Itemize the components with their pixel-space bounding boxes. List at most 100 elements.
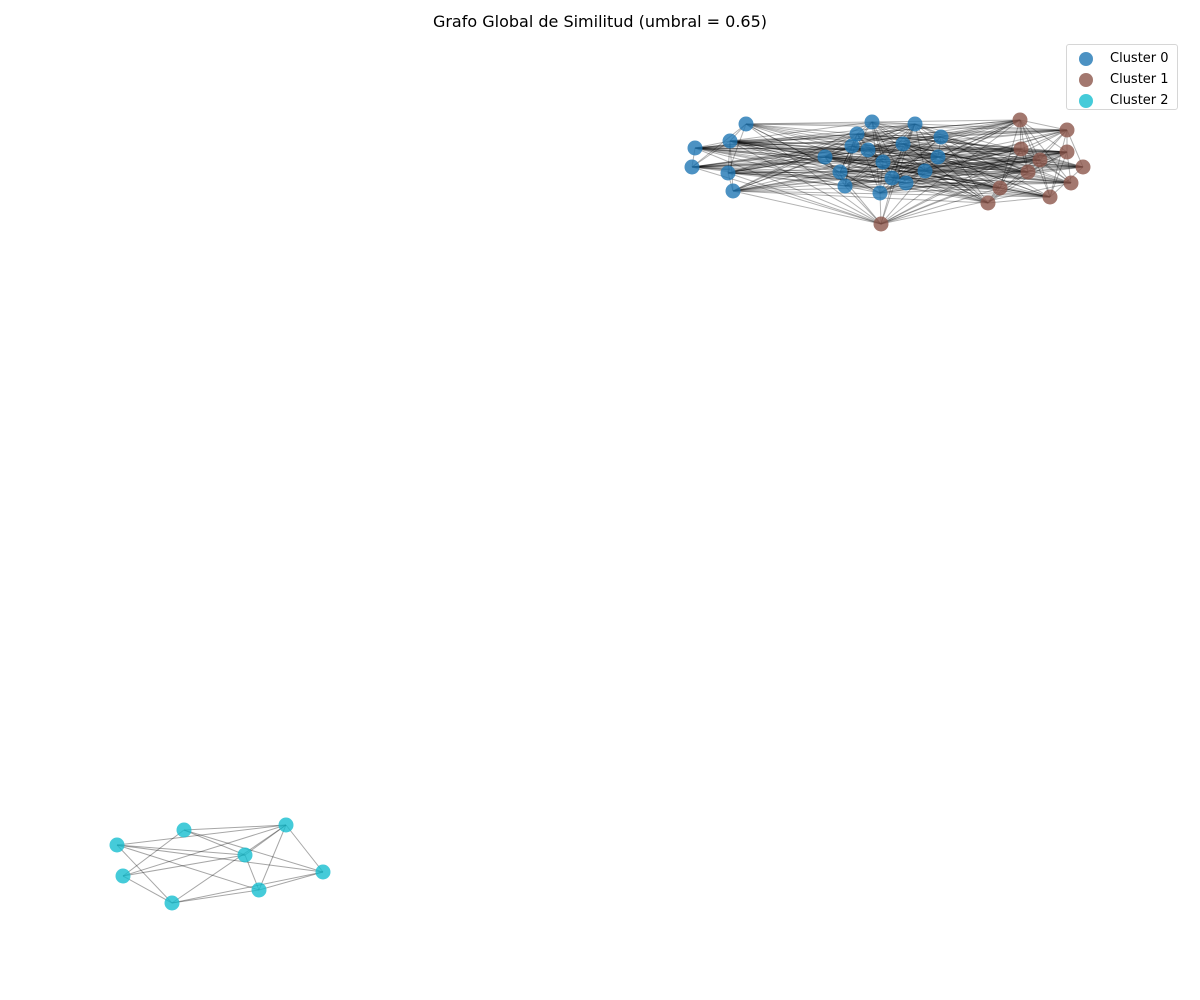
graph-edge bbox=[902, 119, 1021, 145]
graph-node-cluster-1 bbox=[1063, 175, 1079, 191]
graph-node-cluster-1 bbox=[1020, 164, 1036, 180]
graph-edge bbox=[729, 140, 1001, 189]
graph-node-cluster-2 bbox=[315, 864, 331, 880]
graph-edge bbox=[183, 829, 246, 856]
legend-label-cluster-2: Cluster 2 bbox=[1110, 93, 1169, 108]
graph-edge bbox=[844, 148, 1022, 187]
graph-edge bbox=[1027, 166, 1084, 173]
graph-edge bbox=[937, 156, 1041, 161]
graph-edge bbox=[694, 147, 939, 158]
graph-edge bbox=[116, 844, 324, 873]
graph-edge bbox=[839, 170, 926, 173]
legend-label-cluster-0: Cluster 0 bbox=[1110, 51, 1169, 66]
graph-edge bbox=[732, 148, 1022, 192]
graph-edge bbox=[694, 147, 841, 173]
graph-edge bbox=[729, 140, 734, 192]
graph-edge bbox=[1019, 119, 1068, 153]
graph-edge bbox=[856, 123, 916, 135]
graph-edge bbox=[1020, 148, 1068, 153]
graph-edge bbox=[1019, 119, 1072, 184]
graph-edge bbox=[1020, 148, 1084, 168]
graph-edge bbox=[880, 187, 1001, 225]
graph-edge bbox=[839, 159, 1041, 173]
graph-edge bbox=[937, 129, 1068, 158]
graph-edge bbox=[891, 156, 939, 179]
graph-edge bbox=[839, 151, 1068, 173]
graph-edge bbox=[745, 123, 1022, 150]
graph-edge bbox=[694, 147, 1029, 173]
graph-edge bbox=[732, 133, 858, 192]
graph-node-cluster-0 bbox=[832, 164, 848, 180]
graph-node-cluster-2 bbox=[176, 822, 192, 838]
graph-edge bbox=[732, 151, 1068, 192]
graph-edge bbox=[940, 129, 1068, 138]
graph-edge bbox=[987, 171, 1029, 204]
graph-edge bbox=[694, 147, 846, 187]
graph-edge bbox=[924, 166, 1084, 172]
graph-edge bbox=[729, 129, 1068, 142]
graph-edge bbox=[940, 136, 1051, 198]
graph-edge bbox=[891, 136, 942, 179]
graph-node-cluster-1 bbox=[873, 216, 889, 232]
graph-edge bbox=[729, 140, 1022, 150]
graph-edge bbox=[285, 824, 324, 873]
graph-edge bbox=[871, 121, 881, 194]
graph-edge bbox=[729, 140, 882, 225]
graph-edge bbox=[729, 133, 858, 142]
graph-edge bbox=[844, 123, 916, 187]
graph-edge bbox=[880, 119, 1021, 225]
graph-edge bbox=[856, 133, 904, 145]
legend-item-cluster-0: Cluster 0 bbox=[1067, 48, 1177, 69]
graph-edge bbox=[867, 149, 1041, 161]
graph-edge bbox=[924, 148, 1022, 172]
graph-edge bbox=[694, 147, 869, 151]
graph-edge bbox=[880, 129, 1068, 225]
graph-node-cluster-1 bbox=[980, 195, 996, 211]
graph-edge bbox=[937, 156, 1029, 173]
graph-edge bbox=[937, 156, 989, 204]
graph-edge bbox=[914, 123, 1068, 131]
graph-edge bbox=[851, 123, 916, 147]
graph-node-cluster-2 bbox=[109, 837, 125, 853]
graph-edge bbox=[891, 177, 1051, 198]
graph-edge bbox=[116, 844, 260, 891]
graph-edge bbox=[732, 119, 1021, 192]
graph-edge bbox=[891, 119, 1021, 179]
graph-edge bbox=[727, 123, 747, 174]
graph-edge bbox=[694, 129, 1068, 149]
graph-node-cluster-0 bbox=[720, 165, 736, 181]
graph-edge bbox=[183, 824, 287, 831]
graph-edge bbox=[732, 190, 882, 225]
graph-edge bbox=[171, 889, 260, 904]
graph-edge bbox=[1049, 151, 1068, 198]
graph-edge bbox=[122, 854, 246, 877]
graph-node-cluster-0 bbox=[738, 116, 754, 132]
graph-edge bbox=[729, 140, 989, 204]
graph-edge bbox=[732, 190, 989, 204]
graph-edge bbox=[867, 149, 1084, 168]
graph-edge bbox=[745, 123, 882, 225]
legend-marker-cluster-2 bbox=[1079, 93, 1093, 108]
graph-edge bbox=[879, 166, 1084, 194]
graph-edge bbox=[727, 172, 846, 187]
graph-edge bbox=[824, 156, 926, 172]
graph-node-cluster-1 bbox=[1075, 159, 1091, 175]
graph-edge bbox=[694, 147, 1051, 198]
graph-edge bbox=[729, 140, 1072, 184]
graph-node-cluster-0 bbox=[684, 159, 700, 175]
graph-edge bbox=[729, 140, 1084, 168]
graph-edge bbox=[924, 170, 1001, 189]
graph-edge bbox=[880, 159, 1041, 225]
graph-edge bbox=[940, 119, 1021, 138]
graph-edge bbox=[183, 829, 324, 873]
graph-edge bbox=[891, 159, 1041, 179]
graph-edge bbox=[940, 136, 1029, 173]
legend-label-cluster-1: Cluster 1 bbox=[1110, 72, 1169, 87]
graph-node-cluster-0 bbox=[907, 116, 923, 132]
graph-edge bbox=[691, 156, 939, 168]
graph-edge bbox=[844, 185, 1001, 189]
graph-edge bbox=[937, 156, 1051, 198]
graph-node-cluster-1 bbox=[1059, 122, 1075, 138]
graph-edge bbox=[879, 187, 1001, 194]
graph-edge bbox=[824, 156, 1051, 198]
